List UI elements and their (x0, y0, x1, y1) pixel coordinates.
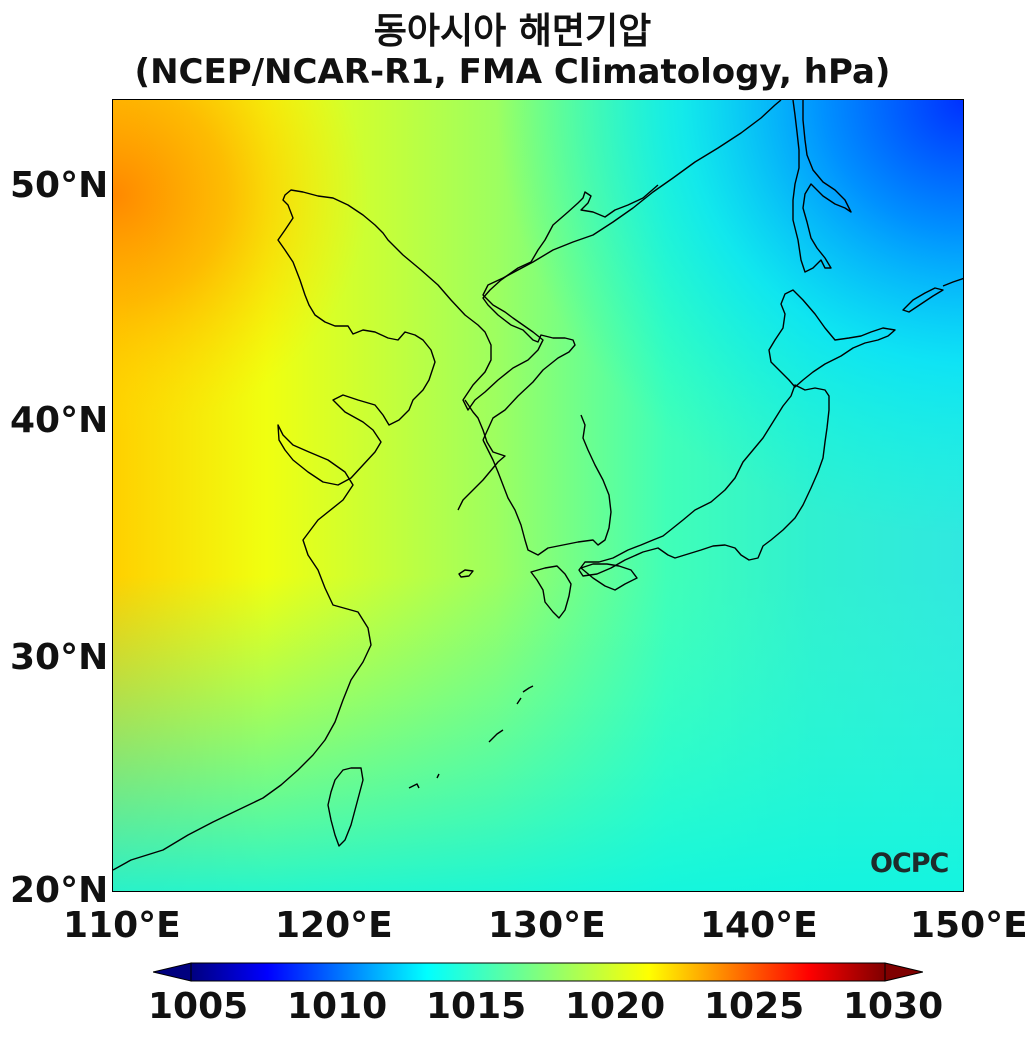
pressure-map (112, 99, 964, 892)
colorbar-label-1010: 1010 (287, 986, 388, 1027)
coastline-hokkaido (768, 289, 896, 388)
lat-label-50: 50°N (10, 165, 109, 206)
coastline-shandong (457, 399, 506, 511)
lon-label-150: 150°E (910, 905, 1025, 946)
colorbar-label-1015: 1015 (426, 986, 527, 1027)
coastline-japan-shikoku (580, 563, 638, 591)
coastline-korea (482, 184, 659, 441)
coastline-japan-honshu (578, 384, 830, 577)
coastline-japan-kyushu (530, 565, 572, 619)
lon-label-110: 110°E (63, 905, 181, 946)
colorbar-label-1020: 1020 (565, 986, 666, 1027)
coastline-sakhalin (792, 100, 852, 273)
coastline-kuril (902, 277, 963, 313)
colorbar-extend-low (153, 962, 192, 982)
map-subtitle: (NCEP/NCAR-R1, FMA Climatology, hPa) (134, 52, 891, 92)
lon-label-140: 140°E (700, 905, 818, 946)
coastline-jeju (458, 569, 474, 578)
colorbar-extend-high (884, 962, 923, 982)
coastline-korea-peninsula (482, 414, 612, 556)
ocpc-logo: OCPC (870, 848, 949, 879)
colorbar (153, 962, 923, 982)
lon-label-130: 130°E (488, 905, 606, 946)
colorbar-label-1030: 1030 (843, 986, 944, 1027)
coastline-taiwan (327, 767, 364, 847)
lat-label-40: 40°N (10, 400, 109, 441)
coastline-china-russia (113, 100, 782, 871)
map-title: 동아시아 해면기압 (373, 11, 652, 52)
colorbar-label-1025: 1025 (704, 986, 805, 1027)
lat-label-20: 20°N (10, 870, 109, 911)
coastline-ryukyu (408, 685, 534, 789)
lat-label-30: 30°N (10, 637, 109, 678)
colorbar-label-1005: 1005 (148, 986, 249, 1027)
lon-label-120: 120°E (275, 905, 393, 946)
